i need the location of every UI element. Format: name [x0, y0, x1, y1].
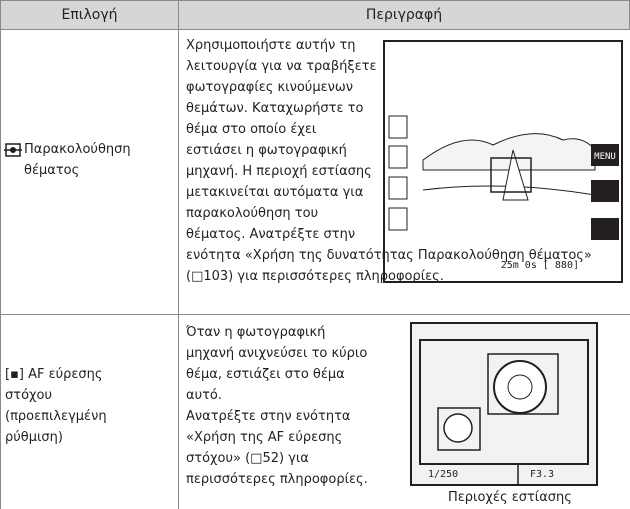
text-line: θέματος. Ανατρέξτε στην	[186, 227, 356, 242]
text-line: αυτό.	[186, 388, 223, 403]
text-line: θέματος	[24, 163, 80, 178]
text-line: Όταν η φωτογραφική	[186, 325, 326, 340]
screen-caption: Περιοχές εστίασης	[448, 490, 572, 505]
text-line: περισσότερες πληροφορίες.	[186, 472, 368, 487]
text-line: (προεπιλεγμένη	[5, 409, 107, 424]
text-line: (□103) για περισσότερες πληροφορίες.	[186, 269, 444, 284]
text-line: στόχου» (□52) για	[186, 451, 309, 466]
text-line: [▪] AF εύρεσης	[5, 367, 103, 382]
text-line: Παρακολούθηση	[24, 142, 131, 157]
text-line: «Χρήση της AF εύρεσης	[186, 430, 343, 445]
camera-screen: MENU 25m 0s [ 880]	[383, 40, 623, 283]
remaining-label: 25m 0s [ 880]	[501, 260, 579, 271]
text-line: ενότητα «Χρήση της δυνατότητας Παρακολού…	[186, 248, 592, 263]
text-line: μηχανή ανιχνεύσει το κύριο	[186, 346, 368, 361]
text-line: μετακινείται αυτόματα για	[186, 185, 364, 200]
border	[0, 30, 1, 509]
text-line: θεμάτων. Καταχωρήστε το	[186, 101, 364, 116]
text-line: θέμα, εστιάζει στο θέμα	[186, 367, 345, 382]
text-line: μηχανή. Η περιοχή εστίασης	[186, 164, 372, 179]
text-line: παρακολούθηση του	[186, 206, 319, 221]
aperture-label: F3.3	[530, 469, 554, 480]
shutter-label: 1/250	[428, 469, 458, 480]
text-line: στόχου	[5, 388, 53, 403]
text-line: ρύθμιση)	[5, 430, 63, 445]
text-line: Ανατρέξτε στην ενότητα	[186, 409, 351, 424]
text-line: θέμα στο οποίο έχει	[186, 122, 317, 137]
header-option: Επιλογή	[0, 0, 179, 30]
text-line: φωτογραφίες κινούμενων	[186, 80, 354, 95]
text-line: εστιάσει η φωτογραφική	[186, 143, 347, 158]
text-line: Χρησιμοποιήστε αυτήν τη	[186, 38, 356, 53]
text-line: λειτουργία για να τραβήξετε	[186, 59, 377, 74]
menu-label: MENU	[594, 152, 616, 162]
border	[178, 30, 179, 509]
camera-screen: 1/250 F3.3	[410, 322, 598, 486]
subject-tracking-icon	[4, 143, 22, 157]
header-description: Περιγραφή	[178, 0, 630, 30]
row-separator	[0, 314, 630, 315]
